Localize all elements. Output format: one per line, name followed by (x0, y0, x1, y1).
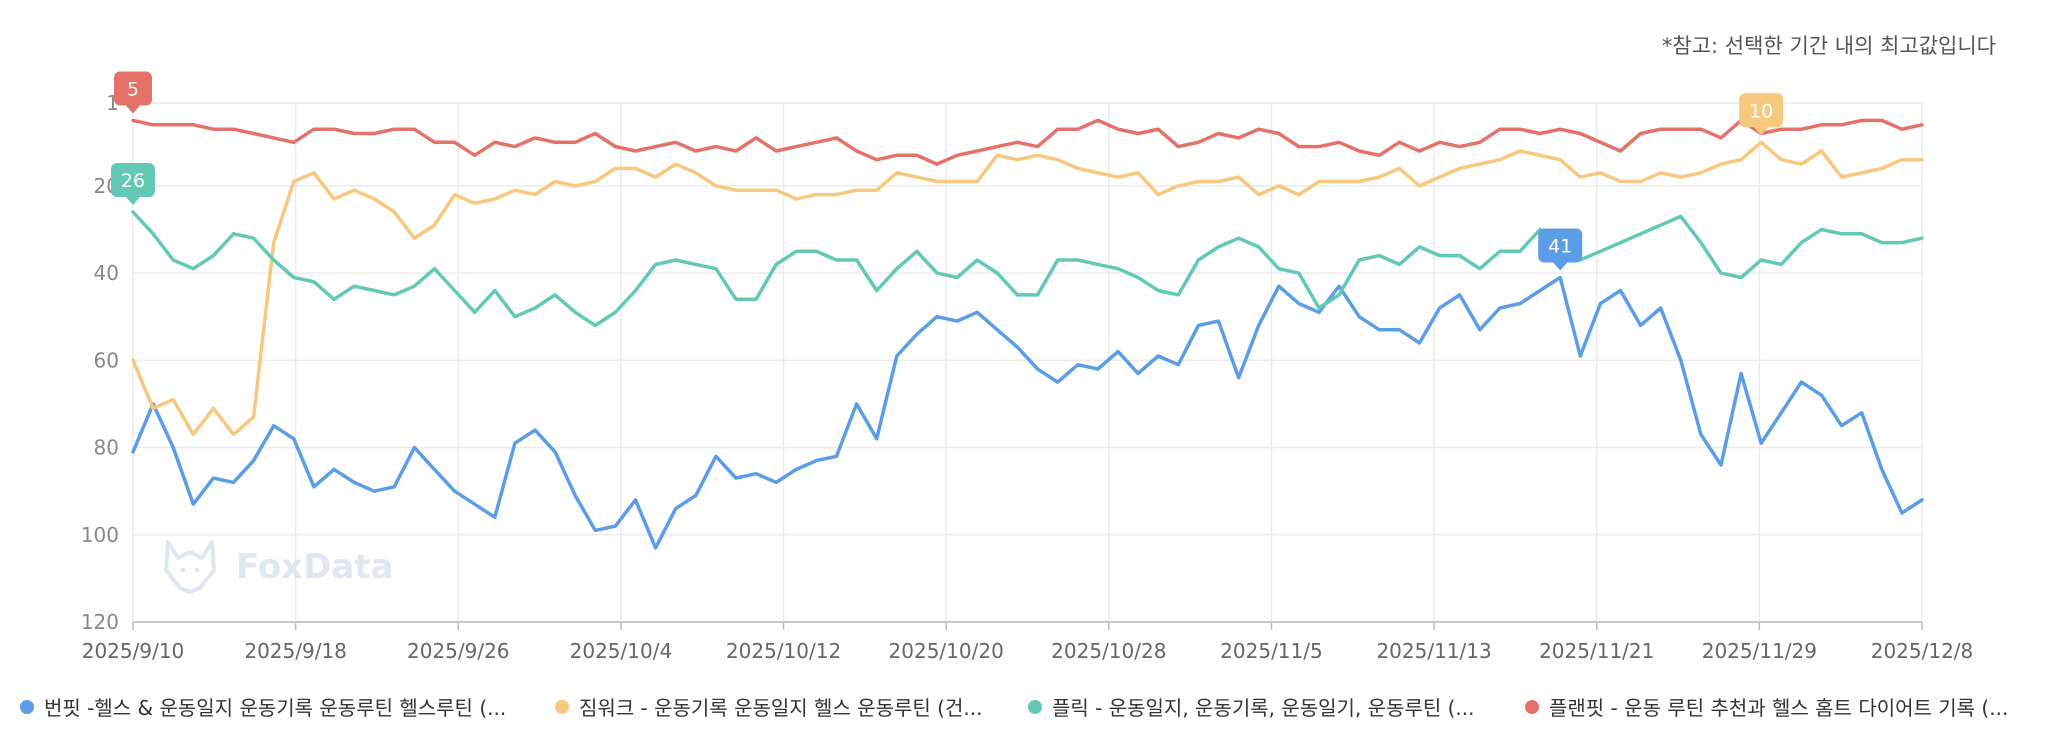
x-tick-label: 2025/10/12 (726, 639, 841, 663)
peak-note: *참고: 선택한 기간 내의 최고값입니다 (1661, 34, 1996, 58)
peak-pointer (1754, 127, 1769, 136)
peak-label: 26 (121, 170, 145, 192)
x-tick-label: 2025/10/28 (1051, 639, 1166, 663)
legend-label: 번핏 -헬스 & 운동일지 운동기록 운동루틴 헬스루틴 (... (44, 696, 507, 720)
legend-label: 플랜핏 - 운동 루틴 추천과 헬스 홈트 다이어트 기록 (... (1549, 696, 2009, 720)
legend-dot-icon (20, 699, 34, 714)
peak-badge (114, 71, 152, 106)
peak-badge (111, 163, 155, 198)
legend-dot-icon (1028, 699, 1042, 714)
peak-marker-1: 41 (1538, 228, 1583, 271)
peak-marker-2: 10 (1739, 93, 1784, 136)
legend-label: 플릭 - 운동일지, 운동기록, 운동일기, 운동루틴 (... (1052, 696, 1475, 720)
x-tick-label: 2025/11/5 (1220, 639, 1323, 663)
series-line-2 (131, 140, 1924, 437)
series-line-1 (131, 275, 1924, 550)
watermark: FoxData (164, 540, 394, 594)
y-tick-label: 100 (81, 523, 119, 547)
peak-pointer (1553, 262, 1568, 271)
legend-item-1[interactable]: 번핏 -헬스 & 운동일지 운동기록 운동루틴 헬스루틴 (... (20, 692, 506, 721)
peak-pointer (126, 105, 140, 114)
series-line-3 (131, 210, 1924, 328)
legend-dot-icon (1525, 699, 1539, 714)
x-tick-label: 2025/9/10 (82, 639, 185, 663)
y-tick-label: 120 (81, 610, 119, 634)
x-tick-label: 2025/10/20 (889, 639, 1004, 663)
legend-dot-icon (555, 699, 569, 714)
legend-item-3[interactable]: 플릭 - 운동일지, 운동기록, 운동일기, 운동루틴 (... (1028, 692, 1475, 721)
x-tick-label: 2025/11/21 (1539, 639, 1654, 663)
x-tick-label: 2025/10/4 (570, 639, 673, 663)
legend: 번핏 -헬스 & 운동일지 운동기록 운동루틴 헬스루틴 (... 짐워크 - 운… (20, 692, 2030, 728)
x-tick-label: 2025/9/26 (407, 639, 510, 663)
peak-badge (1739, 93, 1784, 128)
y-tick-label: 60 (94, 348, 119, 372)
watermark-text: FoxData (236, 547, 394, 587)
y-tick-label: 40 (94, 261, 119, 285)
peak-markers: 41 10 26 5 (111, 71, 1784, 271)
x-tick-label: 2025/11/29 (1702, 639, 1817, 663)
legend-label: 짐워크 - 운동기록 운동일지 헬스 운동루틴 (건... (579, 696, 983, 720)
x-tick-label: 2025/12/8 (1871, 639, 1974, 663)
x-tick-label: 2025/11/13 (1376, 639, 1491, 663)
series-line-4 (131, 118, 1924, 166)
peak-pointer (126, 197, 140, 206)
legend-item-4[interactable]: 플랜핏 - 운동 루틴 추천과 헬스 홈트 다이어트 기록 (... (1525, 692, 2008, 721)
peak-label: 10 (1749, 100, 1773, 122)
peak-marker-3: 26 (111, 163, 155, 206)
x-tick-label: 2025/9/18 (244, 639, 347, 663)
peak-marker-4: 5 (114, 71, 152, 114)
peak-label: 5 (127, 78, 139, 100)
peak-badge (1538, 228, 1583, 263)
y-tick-label: 80 (94, 436, 119, 460)
fox-logo-icon (164, 540, 216, 594)
series-lines (131, 118, 1924, 550)
grid (132, 102, 1923, 630)
peak-label: 41 (1548, 235, 1572, 257)
legend-item-2[interactable]: 짐워크 - 운동기록 운동일지 헬스 운동루틴 (건... (555, 692, 982, 721)
